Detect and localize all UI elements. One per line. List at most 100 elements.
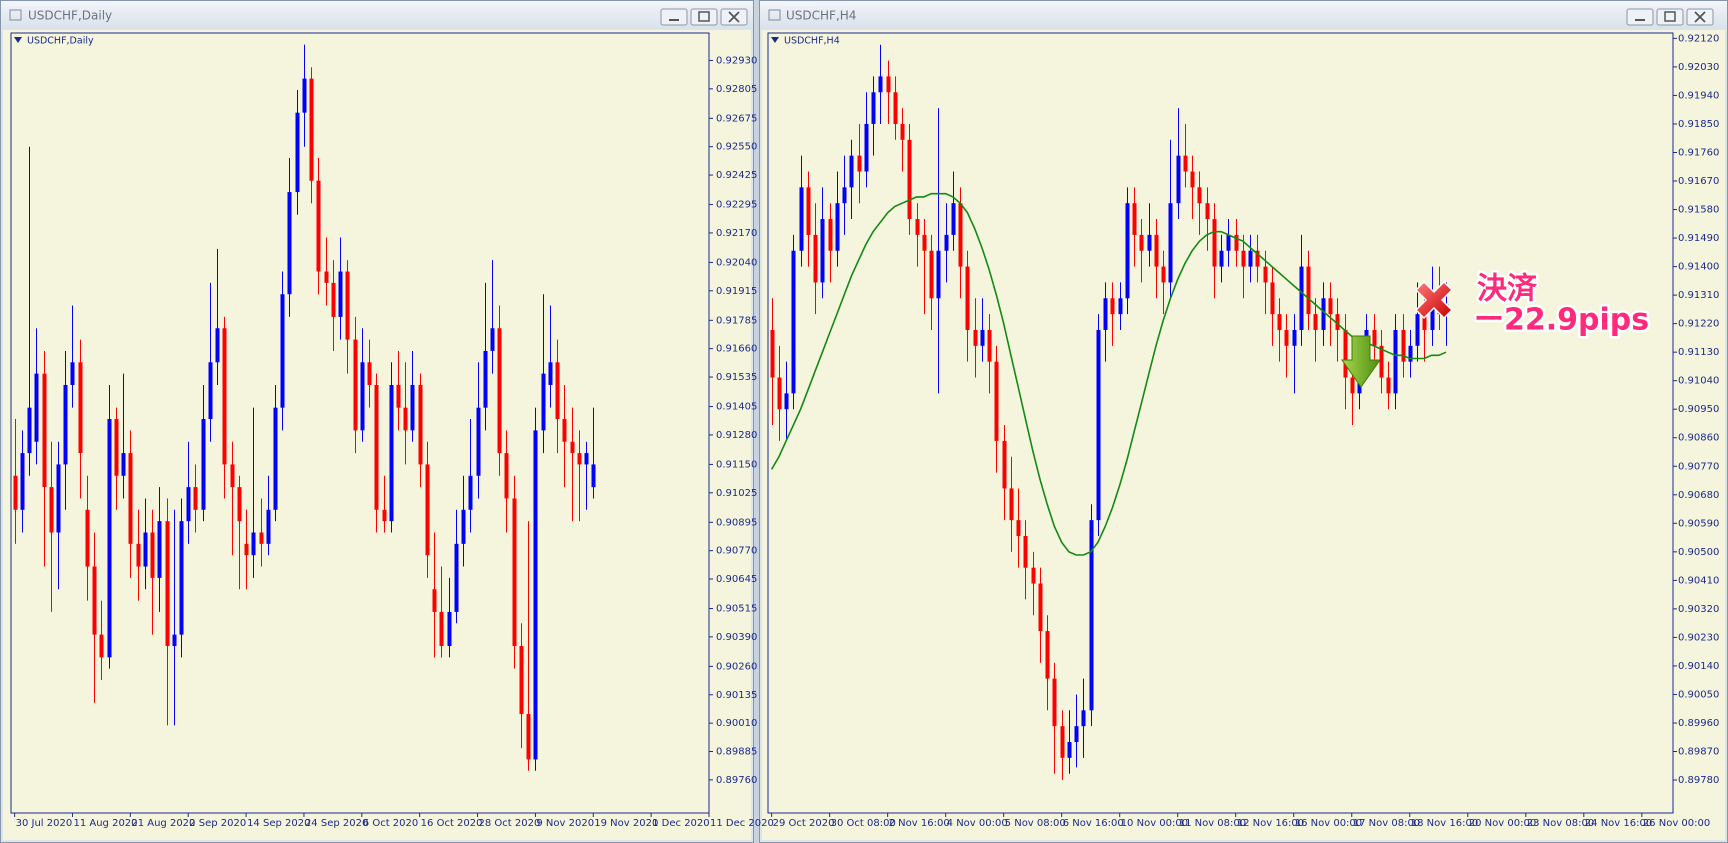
candle-body	[555, 362, 560, 420]
candle-body	[1430, 298, 1435, 330]
candle-body	[987, 329, 992, 362]
y-tick-label: 0.92425	[716, 170, 757, 181]
x-tick-label: 26 Nov 00:00	[1643, 818, 1710, 829]
candle-body	[439, 611, 444, 646]
y-tick-label: 0.91400	[1678, 262, 1719, 273]
y-tick-label: 0.90140	[1678, 661, 1719, 672]
candle-body	[591, 464, 596, 488]
x-tick-label: 6 Nov 16:00	[1063, 818, 1124, 829]
candle-body	[447, 611, 452, 646]
candle-body	[1226, 234, 1231, 251]
y-tick-label: 0.91535	[716, 372, 757, 383]
candle-body	[374, 384, 379, 510]
maximize-button[interactable]	[1656, 8, 1684, 26]
candle-body	[1183, 155, 1188, 172]
window-left: USDCHF,Daily USDCHF,Daily	[0, 0, 754, 843]
y-tick-label: 0.89780	[1678, 775, 1719, 786]
candle-body	[577, 453, 582, 465]
y-tick-label: 0.92120	[1678, 33, 1719, 44]
y-tick-label: 0.92040	[716, 257, 757, 268]
y-tick-label: 0.91670	[1678, 176, 1719, 187]
maximize-button[interactable]	[690, 8, 718, 26]
candle-body	[1292, 329, 1297, 346]
candle-body	[476, 407, 481, 476]
candle-body	[78, 362, 83, 454]
y-tick-label: 0.91760	[1678, 147, 1719, 158]
candle-body	[99, 634, 104, 658]
candle-body	[186, 487, 191, 522]
candle-body	[266, 509, 271, 544]
candle-body	[222, 328, 227, 465]
candle-body	[396, 384, 401, 408]
candle-body	[179, 521, 184, 635]
candle-body	[215, 328, 220, 363]
window-buttons[interactable]	[1626, 8, 1714, 26]
candle-body	[570, 441, 575, 454]
y-tick-label: 0.91130	[1678, 347, 1719, 358]
candle-body	[367, 362, 372, 385]
candle-body	[1081, 710, 1086, 727]
candle-body	[208, 362, 213, 420]
candle-body	[121, 453, 126, 476]
x-tick-label: 28 Oct 2020	[479, 818, 541, 829]
candle-body	[994, 361, 999, 441]
candle-body	[777, 377, 782, 410]
window-buttons[interactable]	[660, 8, 748, 26]
y-tick-label: 0.91220	[1678, 319, 1719, 330]
x-tick-label: 9 Nov 2020	[536, 818, 594, 829]
candle-body	[107, 419, 112, 658]
candle-body	[490, 328, 495, 351]
candle-body	[136, 543, 141, 567]
candle-body	[1125, 203, 1130, 299]
y-tick-label: 0.90770	[716, 546, 757, 557]
candle-body	[770, 329, 775, 378]
y-tick-label: 0.92550	[716, 142, 757, 153]
x-tick-label: 16 Nov 00:00	[1295, 818, 1362, 829]
candle-body	[1372, 329, 1377, 346]
candle-body	[1074, 726, 1079, 743]
candle-body	[1343, 329, 1348, 378]
candle-body	[165, 521, 170, 646]
y-tick-label: 0.90410	[1678, 575, 1719, 586]
candle-body	[1241, 250, 1246, 267]
candle-body	[1110, 298, 1115, 315]
x-tick-label: 17 Nov 08:00	[1353, 818, 1420, 829]
candle-body	[259, 532, 264, 544]
candle-body	[193, 487, 198, 510]
candle-body	[389, 384, 394, 522]
candle-body	[1219, 250, 1224, 267]
candle-body	[900, 123, 905, 140]
candle-body	[526, 714, 531, 760]
candle-body	[13, 475, 18, 510]
candle-body	[1038, 583, 1043, 632]
minimize-button[interactable]	[660, 8, 688, 26]
candle-body	[929, 250, 934, 299]
candle-body	[922, 234, 927, 251]
candle-body	[951, 203, 956, 235]
x-tick-label: 10 Nov 00:00	[1121, 818, 1188, 829]
candle-body	[432, 589, 437, 612]
candle-body	[944, 234, 949, 251]
menu-triangle	[14, 37, 22, 43]
candle-body	[562, 419, 567, 442]
x-icon	[1414, 280, 1454, 320]
x-tick-label: 2 Nov 16:00	[889, 818, 950, 829]
y-tick-label: 0.91850	[1678, 119, 1719, 130]
candle-body	[1168, 203, 1173, 283]
y-tick-label: 0.89760	[716, 775, 757, 786]
minimize-button[interactable]	[1626, 8, 1654, 26]
x-tick-label: 30 Oct 08:00	[831, 818, 896, 829]
candle-body	[533, 430, 538, 760]
candle-body	[784, 393, 789, 410]
candle-body	[483, 350, 488, 408]
y-tick-label: 0.90230	[1678, 632, 1719, 643]
candle-body	[512, 498, 517, 646]
maximize-icon	[1664, 11, 1676, 22]
candle-body	[302, 78, 307, 113]
candle-body	[857, 155, 862, 172]
y-tick-label: 0.91660	[716, 344, 757, 355]
candle-body	[114, 419, 119, 476]
x-tick-label: 5 Nov 08:00	[1005, 818, 1066, 829]
